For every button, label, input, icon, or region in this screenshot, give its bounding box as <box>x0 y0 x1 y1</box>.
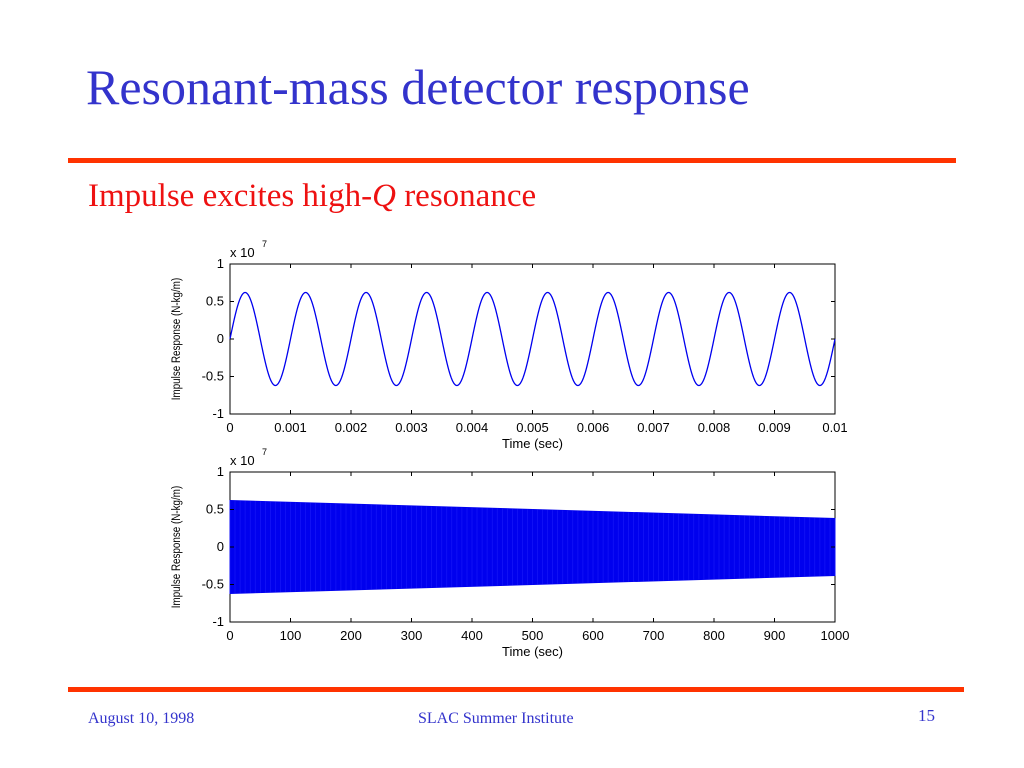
x-tick-label: 0.01 <box>822 420 847 435</box>
subtitle-text-after: resonance <box>395 178 537 214</box>
x-tick-label: 200 <box>340 628 362 643</box>
x-tick-label: 900 <box>764 628 786 643</box>
y-tick-label: 0.5 <box>206 294 224 309</box>
x-tick-label: 0.008 <box>698 420 731 435</box>
x-tick-label: 0 <box>226 420 233 435</box>
subtitle-q-symbol: Q <box>372 178 396 214</box>
y-multiplier-label: x 10 <box>230 453 255 468</box>
y-tick-label: -0.5 <box>202 577 224 592</box>
y-tick-label: -1 <box>212 406 224 421</box>
chart-1 <box>229 263 836 415</box>
footer-date: August 10, 1998 <box>88 710 195 727</box>
x-tick-label: 300 <box>401 628 423 643</box>
footer-page-number: 15 <box>918 706 935 725</box>
y-tick-label: 0 <box>217 331 224 346</box>
slide-title: Resonant-mass detector response <box>86 59 750 115</box>
x-tick-label: 600 <box>582 628 604 643</box>
y-axis-label: Impulse Response (N-kg/m) <box>170 486 183 608</box>
subtitle-text-before: Impulse excites high- <box>88 178 373 214</box>
x-tick-label: 500 <box>522 628 544 643</box>
series-line <box>229 291 836 387</box>
x-tick-label: 1000 <box>821 628 850 643</box>
x-tick-label: 0.005 <box>516 420 549 435</box>
x-tick-label: 700 <box>643 628 665 643</box>
x-tick-label: 400 <box>461 628 483 643</box>
y-axis-label: Impulse Response (N-kg/m) <box>170 278 183 400</box>
x-tick-label: 0.007 <box>637 420 670 435</box>
x-axis-label: Time (sec) <box>502 644 563 659</box>
y-tick-label: -1 <box>212 614 224 629</box>
x-tick-label: 0.009 <box>758 420 791 435</box>
x-tick-label: 100 <box>280 628 302 643</box>
x-tick-label: 0 <box>226 628 233 643</box>
chart-2 <box>229 471 836 623</box>
x-tick-label: 800 <box>703 628 725 643</box>
x-tick-label: 0.006 <box>577 420 610 435</box>
x-tick-label: 0.001 <box>274 420 307 435</box>
y-multiplier-label: x 10 <box>230 245 255 260</box>
x-axis-label: Time (sec) <box>502 436 563 451</box>
y-tick-label: 0 <box>217 539 224 554</box>
footer-event: SLAC Summer Institute <box>418 710 574 727</box>
x-tick-label: 0.002 <box>335 420 368 435</box>
y-tick-label: 1 <box>217 464 224 479</box>
bottom-divider <box>68 687 964 692</box>
top-divider <box>68 158 956 163</box>
y-tick-label: 0.5 <box>206 502 224 517</box>
y-multiplier-exponent: 7 <box>262 447 267 457</box>
x-tick-label: 0.004 <box>456 420 489 435</box>
y-tick-label: 1 <box>217 256 224 271</box>
x-tick-label: 0.003 <box>395 420 428 435</box>
slide-subtitle: Impulse excites high-Q resonance <box>88 178 536 215</box>
y-tick-label: -0.5 <box>202 369 224 384</box>
y-multiplier-exponent: 7 <box>262 239 267 249</box>
